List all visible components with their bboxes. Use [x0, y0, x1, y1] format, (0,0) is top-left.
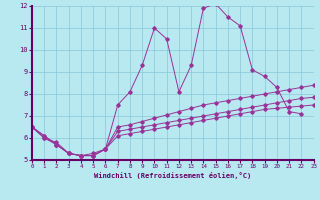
X-axis label: Windchill (Refroidissement éolien,°C): Windchill (Refroidissement éolien,°C): [94, 172, 252, 179]
